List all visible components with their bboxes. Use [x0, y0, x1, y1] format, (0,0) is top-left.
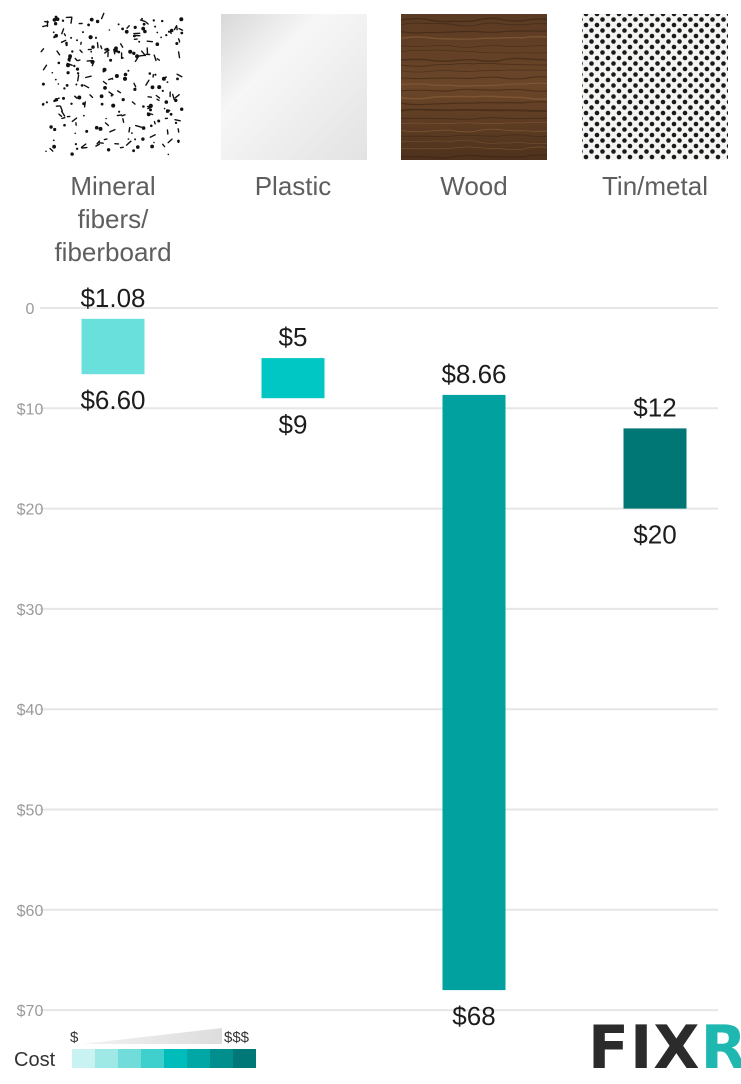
- cost-legend-low: $: [70, 1029, 79, 1046]
- category-label: Mineral fibers/fiberboard: [54, 171, 171, 267]
- range-low-label: $12: [633, 392, 676, 422]
- cost-legend-scale: [72, 1049, 256, 1068]
- range-bars: [81, 318, 687, 991]
- cost-legend-swatch: [72, 1049, 95, 1068]
- category-label: Wood: [440, 171, 507, 201]
- cost-legend-title: Cost: [14, 1049, 56, 1071]
- cost-legend-swatch: [95, 1049, 118, 1068]
- cost-legend-swatch: [141, 1049, 164, 1068]
- cost-legend: $ $$$ Cost: [14, 1028, 256, 1071]
- y-tick-label: $10: [17, 401, 44, 418]
- cost-legend-swatch: [164, 1049, 187, 1068]
- material-textures: [40, 12, 728, 160]
- category-labels: Mineral fibers/fiberboard Plastic Wood Tin/m…: [54, 171, 708, 267]
- range-bar: [442, 394, 506, 991]
- y-tick-label: $70: [17, 1003, 44, 1020]
- cost-legend-swatch: [118, 1049, 141, 1068]
- texture-tin-metal: [582, 14, 728, 160]
- cost-legend-swatch: [233, 1049, 256, 1068]
- y-tick-label: $30: [17, 602, 44, 619]
- value-labels: $1.08 $6.60 $5 $9 $8.66 $68 $12 $20: [80, 283, 676, 1031]
- range-low-label: $5: [279, 322, 308, 352]
- range-bar: [81, 318, 145, 375]
- range-high-label: $20: [633, 520, 676, 550]
- range-low-label: $1.08: [80, 283, 145, 313]
- y-tick-label: $20: [17, 502, 44, 519]
- range-low-label: $8.66: [441, 359, 506, 389]
- range-high-label: $6.60: [80, 385, 145, 415]
- range-high-label: $68: [452, 1001, 495, 1031]
- y-gridlines: [40, 307, 718, 1012]
- texture-plastic: [221, 14, 367, 160]
- range-bar: [623, 428, 687, 509]
- cost-legend-swatch: [187, 1049, 210, 1068]
- fixr-logo: FIXR: [588, 1013, 741, 1083]
- range-high-label: $9: [279, 409, 308, 439]
- range-bar: [261, 358, 325, 399]
- cost-legend-wedge: [82, 1028, 222, 1044]
- category-label: Tin/metal: [602, 171, 708, 201]
- fixr-logo-text: FIXR: [588, 1013, 741, 1083]
- cost-legend-swatch: [210, 1049, 233, 1068]
- y-tick-label: $50: [17, 803, 44, 820]
- y-tick-label: $60: [17, 903, 44, 920]
- y-tick-label: $40: [17, 702, 44, 719]
- texture-mineral-fiber: [40, 12, 186, 160]
- y-axis-tick-labels: 0 $10 $20 $30 $40 $50 $60 $70: [17, 301, 44, 1020]
- cost-legend-high: $$$: [224, 1029, 250, 1046]
- category-label: Plastic: [255, 171, 332, 201]
- y-tick-label: 0: [26, 301, 35, 318]
- texture-wood: [400, 14, 548, 160]
